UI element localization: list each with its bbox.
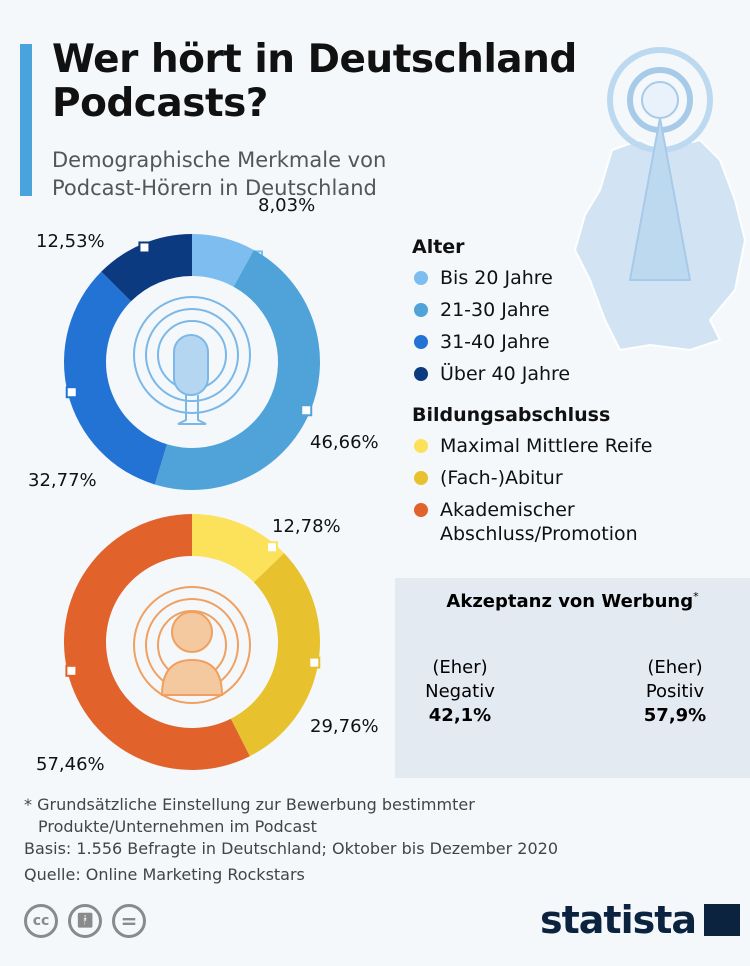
footnote-line: * Grundsätzliche Einstellung zur Bewerbu…: [24, 795, 475, 814]
legend-swatch: [414, 503, 428, 517]
label-marker: [266, 541, 279, 554]
slice-bis-20-jahre: [192, 234, 254, 287]
source-note: Quelle: Online Marketing Rockstars: [24, 865, 305, 884]
legend-label: Maximal Mittlere Reife: [440, 435, 653, 457]
logo-mark-icon: [704, 904, 741, 936]
label-line: Negativ: [425, 681, 495, 702]
data-label: 8,03%: [258, 195, 316, 216]
label-marker: [65, 664, 78, 677]
subtitle: Demographische Merkmale von Podcast-Hörer…: [52, 146, 386, 202]
positive-label: (Eher) Positiv 57,9%: [635, 656, 715, 728]
legend-label-line: Akademischer: [440, 499, 575, 521]
legend-swatch: [414, 335, 428, 349]
footnote: * Grundsätzliche Einstellung zur Bewerbu…: [24, 794, 475, 838]
statista-logo[interactable]: statista: [540, 898, 741, 942]
data-label: 57,46%: [36, 754, 105, 775]
legend-item: Bis 20 Jahre: [412, 266, 570, 290]
legend-title: Bildungsabschluss: [412, 404, 611, 426]
subtitle-line: Demographische Merkmale von: [52, 148, 387, 172]
legend-label: 21-30 Jahre: [440, 299, 550, 321]
legend-swatch: [414, 303, 428, 317]
label-marker: [138, 241, 151, 254]
logo-text: statista: [540, 898, 697, 942]
page-title: Wer hört in Deutschland Podcasts?: [52, 38, 577, 126]
label-line: (Eher): [432, 657, 488, 678]
legend-label: Bis 20 Jahre: [440, 267, 553, 289]
footnote-mark: *: [693, 590, 699, 603]
legend-item: Maximal Mittlere Reife: [412, 434, 652, 458]
data-label: 12,53%: [36, 231, 105, 252]
legend-swatch: [414, 439, 428, 453]
acceptance-panel: Akzeptanz von Werbung* (Eher) Negativ 42,1…: [395, 578, 750, 778]
legend-item: (Fach-)Abitur: [412, 466, 652, 490]
label-marker: [300, 404, 313, 417]
slice-akademischer-abschluss-promotion: [63, 514, 250, 770]
slice--ber-40-jahre: [101, 234, 192, 302]
label-line: Positiv: [645, 681, 705, 702]
data-label: 12,78%: [272, 516, 341, 537]
label-line: (Eher): [647, 657, 703, 678]
footnote-line: Produkte/Unternehmen im Podcast: [38, 817, 317, 836]
acceptance-title: Akzeptanz von Werbung*: [395, 590, 750, 612]
slice-21-30-jahre: [154, 249, 321, 491]
person-icon: [133, 586, 251, 704]
legend-education: Bildungsabschluss Maximal Mittlere Reife…: [412, 404, 652, 546]
negative-value: 42,1%: [428, 705, 492, 726]
legend-label: (Fach-)Abitur: [440, 467, 563, 489]
legend-swatch: [414, 271, 428, 285]
data-label: 32,77%: [28, 470, 97, 491]
negative-label: (Eher) Negativ 42,1%: [420, 656, 500, 728]
legend-swatch: [414, 471, 428, 485]
title-line: Podcasts?: [52, 81, 268, 126]
legend-item: 21-30 Jahre: [412, 298, 570, 322]
slice-31-40-jahre: [64, 271, 167, 485]
legend-title: Alter: [412, 236, 465, 258]
data-label: 46,66%: [310, 432, 379, 453]
slice--fach-abitur: [230, 553, 320, 757]
legend-label-line: Abschluss/Promotion: [440, 523, 638, 545]
legend-swatch: [414, 367, 428, 381]
basis-note: Basis: 1.556 Befragte in Deutschland; Ok…: [24, 839, 558, 858]
legend-age: Alter Bis 20 Jahre 21-30 Jahre 31-40 Jah…: [412, 236, 570, 386]
germany-map-icon: [573, 47, 747, 352]
legend-label: Akademischer Abschluss/Promotion: [440, 498, 638, 546]
legend-label: 31-40 Jahre: [440, 331, 550, 353]
no-derivatives-icon[interactable]: =: [112, 904, 146, 938]
legend-item: 31-40 Jahre: [412, 330, 570, 354]
title-accent-bar: [20, 44, 32, 196]
legend-item: Über 40 Jahre: [412, 362, 570, 386]
label-marker: [65, 386, 78, 399]
microphone-icon: [133, 296, 251, 425]
acceptance-title-text: Akzeptanz von Werbung: [446, 591, 694, 612]
attribution-icon[interactable]: 🚹︎: [68, 904, 102, 938]
legend-label: Über 40 Jahre: [440, 363, 571, 385]
slice-maximal-mittlere-reife: [192, 514, 285, 583]
label-marker: [308, 656, 321, 669]
positive-value: 57,9%: [643, 705, 707, 726]
title-line: Wer hört in Deutschland: [52, 37, 577, 82]
subtitle-line: Podcast-Hörern in Deutschland: [52, 176, 377, 200]
legend-item: Akademischer Abschluss/Promotion: [412, 498, 652, 546]
data-label: 29,76%: [310, 716, 379, 737]
cc-license-icon[interactable]: cc: [24, 904, 58, 938]
